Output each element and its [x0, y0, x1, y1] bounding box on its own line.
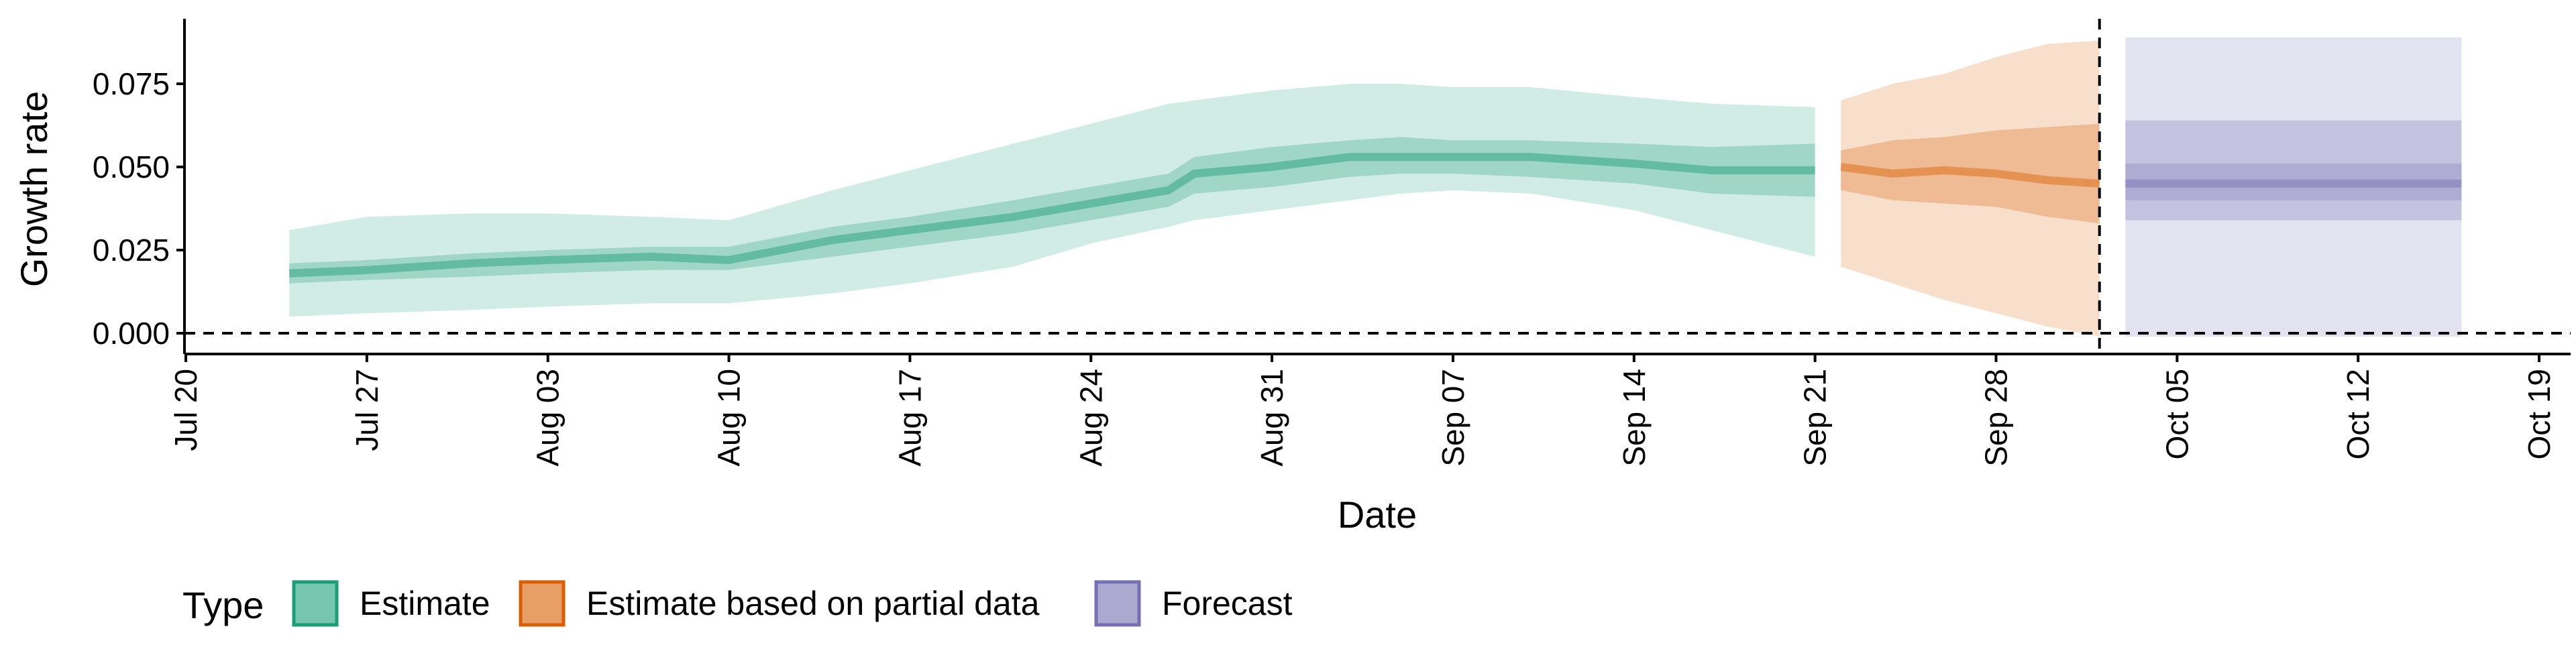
legend-label-estimate: Estimate [360, 585, 490, 622]
reference-line-layer [184, 19, 2571, 354]
x-tick-label: Aug 24 [1073, 369, 1108, 467]
legend-key-estimate [292, 580, 339, 627]
legend-label-forecast: Forecast [1162, 585, 1293, 622]
estimate-based-on-partial-data-median-line [1840, 163, 2100, 188]
legend-key-estimate-based-on-partial-data [519, 580, 566, 627]
estimate-inner-band [289, 137, 1815, 284]
x-tick-label: Jul 27 [350, 369, 384, 451]
median-line-layer [288, 153, 2462, 278]
y-tick-label: 0.075 [93, 66, 170, 101]
estimate-median-line [288, 153, 1815, 278]
estimate-based-on-partial-data-inner-band [1841, 123, 2100, 224]
forecast-mid-band [2125, 120, 2462, 221]
x-tick-label: Sep 28 [1979, 369, 2014, 467]
y-tick-label: 0.050 [93, 150, 170, 184]
x-tick-label: Aug 03 [531, 369, 566, 467]
x-tick-label: Oct 12 [2341, 369, 2375, 460]
y-tick-label: 0.025 [93, 233, 170, 268]
x-tick-label: Sep 07 [1436, 369, 1470, 467]
y-axis-title: Growth rate [13, 91, 55, 288]
x-tick-label: Aug 17 [892, 369, 927, 467]
legend-key-forecast [1094, 580, 1141, 627]
legend-title: Type [182, 584, 264, 626]
legend-label-estimate-based-on-partial-data: Estimate based on partial data [586, 585, 1040, 622]
x-tick-label: Jul 20 [168, 369, 203, 451]
x-axis-title: Date [1338, 493, 1417, 536]
estimate-based-on-partial-data-outer-band [1841, 40, 2100, 337]
tick-layer: 0.000 0.025 0.050 0.075 Jul 20 Jul 27 Aug 03 Au… [93, 66, 2557, 467]
x-tick-label: Aug 31 [1254, 369, 1289, 467]
legend: Type Estimate Estimate based on partial d… [182, 580, 1293, 627]
estimate-outer-band [289, 84, 1815, 317]
x-tick-label: Aug 10 [712, 369, 747, 467]
axes-layer [183, 19, 2571, 355]
forecast-outer-band [2125, 37, 2462, 337]
y-tick-label: 0.000 [93, 316, 170, 351]
forecast-inner-band [2125, 164, 2462, 200]
x-tick-label: Sep 14 [1617, 369, 1652, 467]
x-tick-label: Oct 19 [2522, 369, 2557, 460]
band-layer [289, 37, 2462, 337]
x-tick-label: Sep 21 [1798, 369, 1833, 467]
x-tick-label: Oct 05 [2159, 369, 2194, 460]
